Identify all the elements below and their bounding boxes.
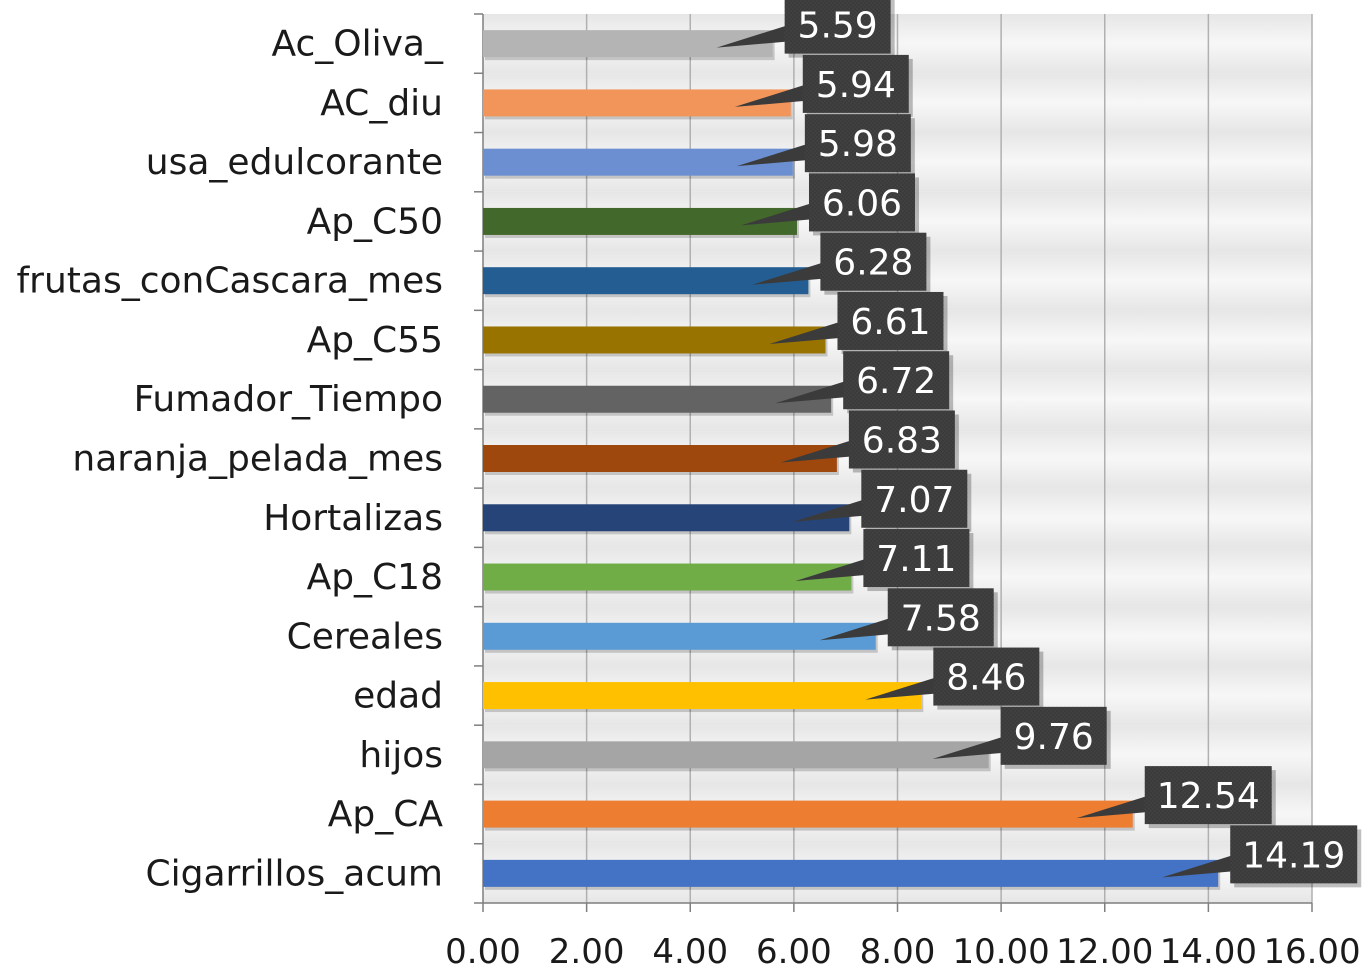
category-label: hijos [359,735,443,776]
category-label: Cigarrillos_acum [145,853,443,894]
bars [483,30,1221,890]
x-tick-label: 16.00 [1263,932,1360,972]
callout-pointer [734,84,805,107]
x-tick-label: 14.00 [1160,932,1257,972]
x-tick-label: 4.00 [652,932,728,972]
callout-pointer [775,381,846,404]
data-label: 6.61 [850,302,930,343]
bar [483,622,876,650]
data-label: 6.72 [856,361,936,402]
data-label: 7.11 [876,539,956,580]
data-label: 7.58 [901,598,981,639]
callout-pointer [932,736,1003,759]
callout-box [1144,766,1272,825]
data-label: 6.06 [822,183,902,224]
callout-box [863,529,970,588]
callout-box [861,469,968,528]
data-labels: 5.59 5.94 5.98 6.06 6.28 6.61 6.72 6.83 7.07 7.11… [716,0,1362,888]
x-tick-label: 10.00 [952,932,1049,972]
callout-box [784,0,891,54]
bar [483,563,852,591]
callout-pointer [780,440,851,463]
bar [483,385,832,413]
callout-box [1230,825,1358,884]
category-label: Cereales [287,616,443,657]
bar [483,859,1219,887]
x-tick-labels: 0.00 2.00 4.00 6.00 8.00 10.00 12.00 14.00 16.00 [445,932,1361,972]
callout-pointer [1076,796,1147,819]
data-label: 9.76 [1014,717,1094,758]
category-label: naranja_pelada_mes [72,439,443,480]
category-label: AC_diu [320,83,443,124]
bar [483,800,1133,828]
x-tick-label: 8.00 [860,932,936,972]
category-labels: Ac_Oliva_ AC_diu usa_edulcorante Ap_C50frut… [17,24,444,895]
category-label: Ap_C18 [307,557,443,598]
callout-pointer [716,25,787,48]
callout-pointer [795,559,866,582]
callout-pointer [736,144,807,167]
callout-box [887,588,994,647]
x-tick-label: 6.00 [756,932,832,972]
bar [483,89,791,117]
data-label: 8.46 [946,658,1026,699]
callout-box [802,54,909,113]
x-tick-label: 2.00 [549,932,625,972]
callout-pointer [865,677,936,700]
data-label: 6.83 [862,421,942,462]
category-label: Ap_C50 [307,201,443,242]
category-label: usa_edulcorante [146,142,443,183]
callout-box [843,351,950,410]
callout-pointer [819,618,890,641]
data-label: 12.54 [1157,776,1260,817]
data-label: 5.59 [798,6,878,47]
category-label: Ac_Oliva_ [272,24,444,65]
callout-box [804,114,911,173]
bar [483,682,922,710]
data-label: 5.98 [818,124,898,165]
category-label: Ap_C55 [307,320,443,361]
category-label: edad [353,676,443,717]
callout-box [820,232,927,291]
category-label: Ap_CA [328,794,444,835]
bar [483,30,773,58]
bar [483,326,826,354]
callout-box [1000,706,1107,765]
callout-pointer [769,321,840,344]
callout-box [848,410,955,469]
x-tick-label: 0.00 [445,932,521,972]
category-label: Hortalizas [263,498,443,539]
x-tick-label: 12.00 [1056,932,1153,972]
bar [483,207,797,235]
category-label: Fumador_Tiempo [134,379,443,420]
bar [483,445,837,472]
data-label: 14.19 [1242,835,1345,876]
bar [483,504,850,532]
callout-pointer [1162,855,1233,878]
data-label: 6.28 [833,243,913,284]
bar [483,741,989,769]
callout-pointer [793,499,864,522]
data-label: 5.94 [816,65,896,106]
callout-pointer [740,203,811,226]
bar [483,267,809,295]
category-label: frutas_conCascara_mes [17,261,444,302]
data-label: 7.07 [874,480,954,521]
callout-pointer [752,262,823,285]
callout-box [837,291,944,350]
callout-box [933,647,1040,706]
callout-box [808,173,915,232]
bar [483,148,793,176]
